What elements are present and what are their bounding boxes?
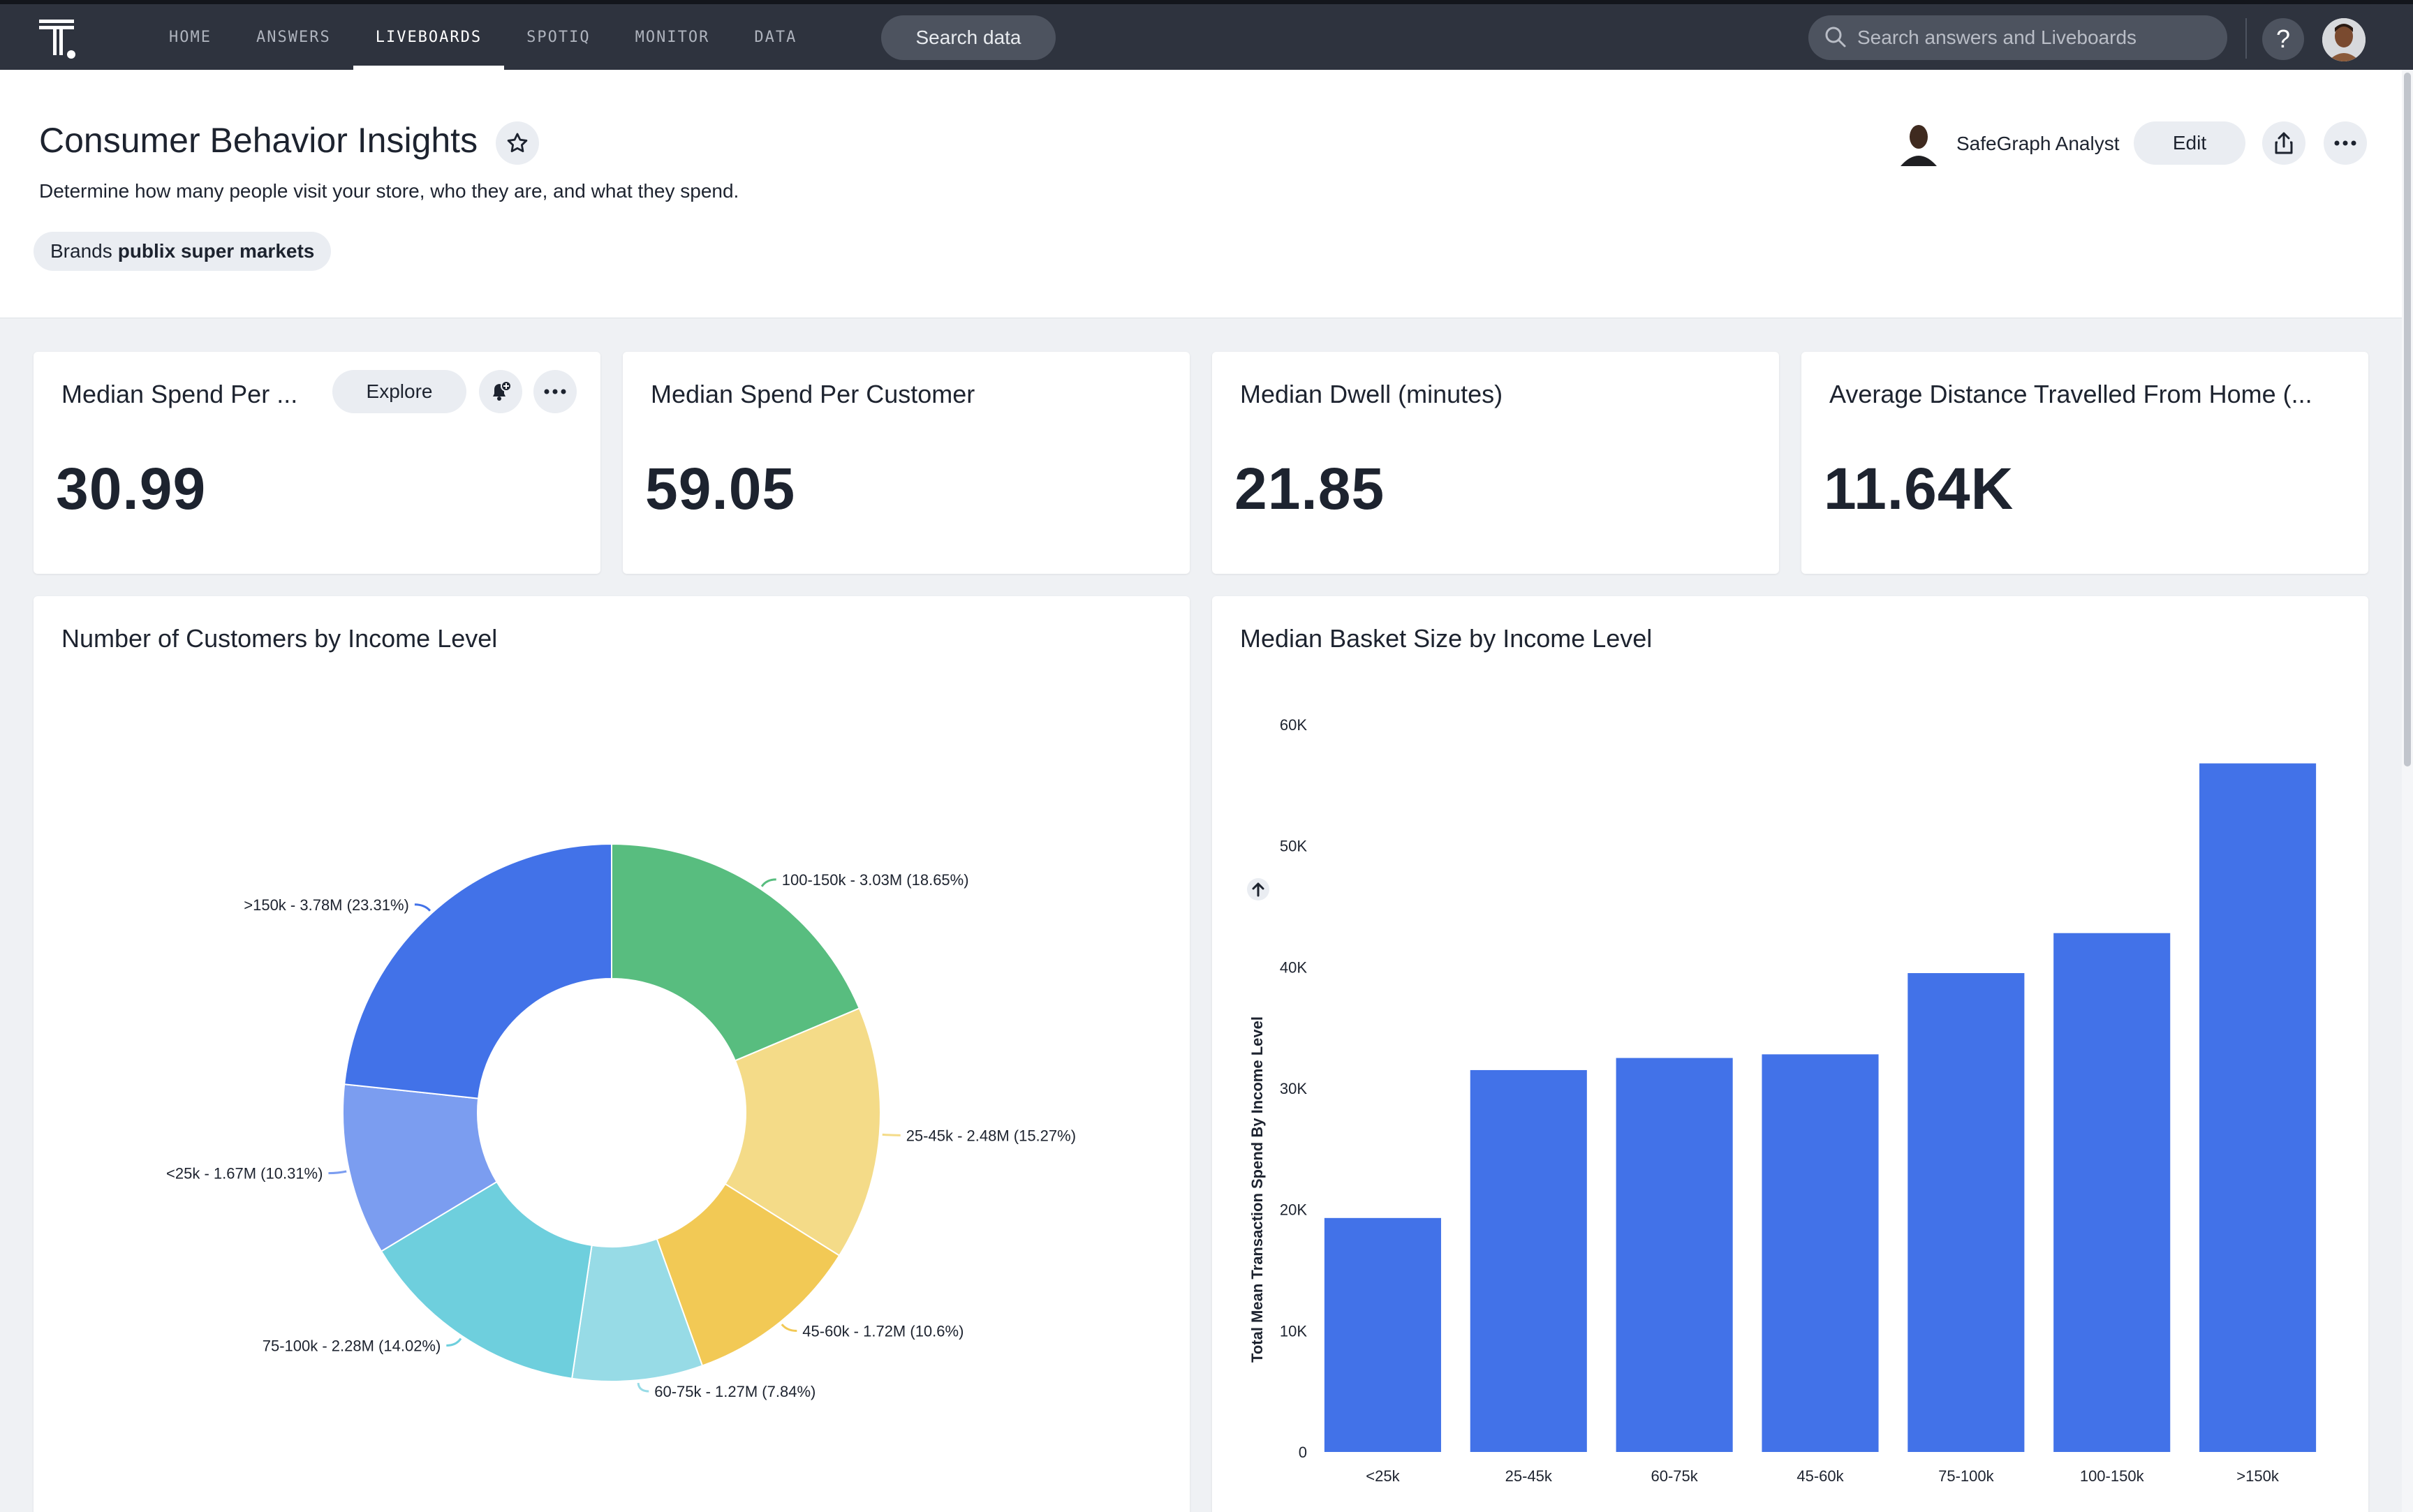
x-tick-label: <25k	[1366, 1467, 1400, 1485]
kpi-card-median-spend-per[interactable]: Median Spend Per ... Explore 30.99	[34, 352, 600, 574]
kpi-card-median-dwell[interactable]: Median Dwell (minutes) 21.85	[1212, 352, 1779, 574]
alert-button[interactable]	[479, 370, 522, 413]
global-search-input[interactable]	[1857, 27, 2227, 49]
y-tick-label: 60K	[1280, 716, 1307, 734]
slice-label: 60-75k - 1.27M (7.84%)	[654, 1383, 816, 1400]
y-tick-label: 30K	[1280, 1080, 1307, 1097]
donut-chart: 100-150k - 3.03M (18.65%) 25-45k - 2.48M …	[166, 843, 1076, 1400]
slice-leader-line	[328, 1170, 347, 1175]
page-title: Consumer Behavior Insights	[39, 121, 478, 160]
brand-filter-chip[interactable]: Brands publix super markets	[34, 232, 332, 271]
donut-slice->150k[interactable]	[344, 843, 612, 1099]
slice-leader-line	[446, 1337, 462, 1347]
bar-60-75k[interactable]	[1616, 1058, 1733, 1452]
chart-title: Median Basket Size by Income Level	[1240, 624, 1653, 653]
chart-title: Number of Customers by Income Level	[61, 624, 498, 653]
more-options-button[interactable]	[2324, 121, 2367, 165]
slice-label: 25-45k - 2.48M (15.27%)	[906, 1127, 1076, 1144]
page-scrollbar-thumb[interactable]	[2404, 73, 2411, 766]
x-tick-label: 45-60k	[1796, 1467, 1844, 1485]
top-nav-bar: HOME ANSWERS LIVEBOARDS SPOTIQ MONITOR D…	[0, 0, 2413, 70]
search-icon	[1824, 25, 1847, 52]
y-tick-label: 10K	[1280, 1322, 1307, 1340]
slice-label: 100-150k - 3.03M (18.65%)	[782, 871, 969, 889]
kpi-title: Median Dwell (minutes)	[1240, 380, 1503, 408]
star-icon	[507, 133, 528, 153]
slice-leader-line	[414, 903, 431, 912]
bar-chart: 0 10K 20K 30K 40K 50K 60K Total Mean Transactio…	[1247, 716, 2317, 1485]
search-data-button[interactable]: Search data	[881, 15, 1056, 60]
customers-by-income-card[interactable]: Number of Customers by Income Level 100-…	[34, 596, 1190, 1512]
kpi-title: Median Spend Per ...	[61, 380, 298, 408]
kpi-title: Median Spend Per Customer	[651, 380, 975, 408]
page-description: Determine how many people visit your sto…	[39, 180, 739, 202]
explore-button[interactable]: Explore	[332, 370, 466, 413]
slice-label: >150k - 3.78M (23.31%)	[244, 896, 409, 914]
kpi-value: 21.85	[1234, 456, 1385, 521]
favorite-button[interactable]	[496, 121, 539, 165]
donut-slice-25-45k[interactable]	[724, 1007, 881, 1257]
ellipsis-icon	[544, 389, 566, 394]
bar->150k[interactable]	[2199, 763, 2317, 1452]
basket-size-by-income-card[interactable]: Median Basket Size by Income Level 0 10K 2…	[1212, 596, 2368, 1512]
kpi-value: 30.99	[56, 456, 207, 521]
share-button[interactable]	[2262, 121, 2305, 165]
sort-arrow-icon[interactable]	[1247, 878, 1269, 900]
author-name: SafeGraph Analyst	[1956, 133, 2120, 154]
liveboard-header: Consumer Behavior Insights Determine how…	[0, 70, 2402, 318]
slice-leader-line	[637, 1382, 649, 1393]
bar-25-45k[interactable]	[1470, 1069, 1587, 1452]
bar-<25k[interactable]	[1324, 1217, 1441, 1452]
nav-liveboards[interactable]: LIVEBOARDS	[353, 4, 505, 70]
edit-button[interactable]: Edit	[2134, 121, 2245, 165]
kpi-value: 59.05	[645, 456, 796, 521]
slice-leader-line	[760, 878, 776, 887]
donut-slice-<25k[interactable]	[342, 1083, 498, 1252]
y-tick-label: 40K	[1280, 958, 1307, 976]
nav-home[interactable]: HOME	[169, 28, 212, 46]
nav-monitor[interactable]: MONITOR	[635, 28, 710, 46]
kpi-value: 11.64K	[1824, 456, 2014, 521]
x-tick-label: 25-45k	[1505, 1467, 1553, 1485]
kpi-card-average-distance[interactable]: Average Distance Travelled From Home (..…	[1801, 352, 2368, 574]
main-nav: HOME ANSWERS LIVEBOARDS SPOTIQ MONITOR D…	[147, 4, 819, 70]
nav-spotiq[interactable]: SPOTIQ	[526, 28, 591, 46]
filter-value: publix super markets	[117, 240, 315, 262]
slice-leader-line	[781, 1324, 797, 1332]
y-tick-label: 50K	[1280, 838, 1307, 855]
donut-slice-75-100k[interactable]	[380, 1180, 593, 1379]
slice-label: 75-100k - 2.28M (14.02%)	[263, 1337, 441, 1354]
y-axis-label: Total Mean Transaction Spend By Income L…	[1248, 1016, 1266, 1363]
global-search-bar[interactable]	[1808, 15, 2227, 60]
filter-label: Brands	[50, 240, 112, 262]
x-tick-label: 60-75k	[1651, 1467, 1699, 1485]
author-avatar	[1899, 120, 1938, 166]
y-tick-label: 20K	[1280, 1201, 1307, 1219]
y-tick-label: 0	[1299, 1444, 1307, 1461]
bar-100-150k[interactable]	[2053, 933, 2171, 1452]
kpi-more-button[interactable]	[533, 370, 577, 413]
nav-divider	[2245, 18, 2247, 59]
nav-data[interactable]: DATA	[754, 28, 797, 46]
kpi-card-median-spend-per-customer[interactable]: Median Spend Per Customer 59.05	[623, 352, 1190, 574]
slice-leader-line	[882, 1133, 901, 1136]
donut-slice-100-150k[interactable]	[611, 843, 861, 1062]
help-button[interactable]: ?	[2262, 18, 2304, 60]
nav-answers[interactable]: ANSWERS	[256, 28, 331, 46]
bar-45-60k[interactable]	[1762, 1054, 1879, 1452]
ellipsis-icon	[2334, 140, 2356, 146]
x-tick-label: 100-150k	[2080, 1467, 2145, 1485]
slice-label: 45-60k - 1.72M (10.6%)	[802, 1322, 964, 1340]
bar-75-100k[interactable]	[1907, 973, 2025, 1452]
x-tick-label: >150k	[2236, 1467, 2280, 1485]
kpi-title: Average Distance Travelled From Home (..…	[1829, 380, 2312, 408]
bell-add-icon	[493, 380, 512, 401]
share-icon	[2275, 132, 2293, 154]
thoughtspot-logo-icon[interactable]	[39, 18, 82, 61]
slice-label: <25k - 1.67M (10.31%)	[166, 1165, 323, 1183]
x-tick-label: 75-100k	[1938, 1467, 1995, 1485]
user-avatar[interactable]	[2322, 18, 2366, 61]
